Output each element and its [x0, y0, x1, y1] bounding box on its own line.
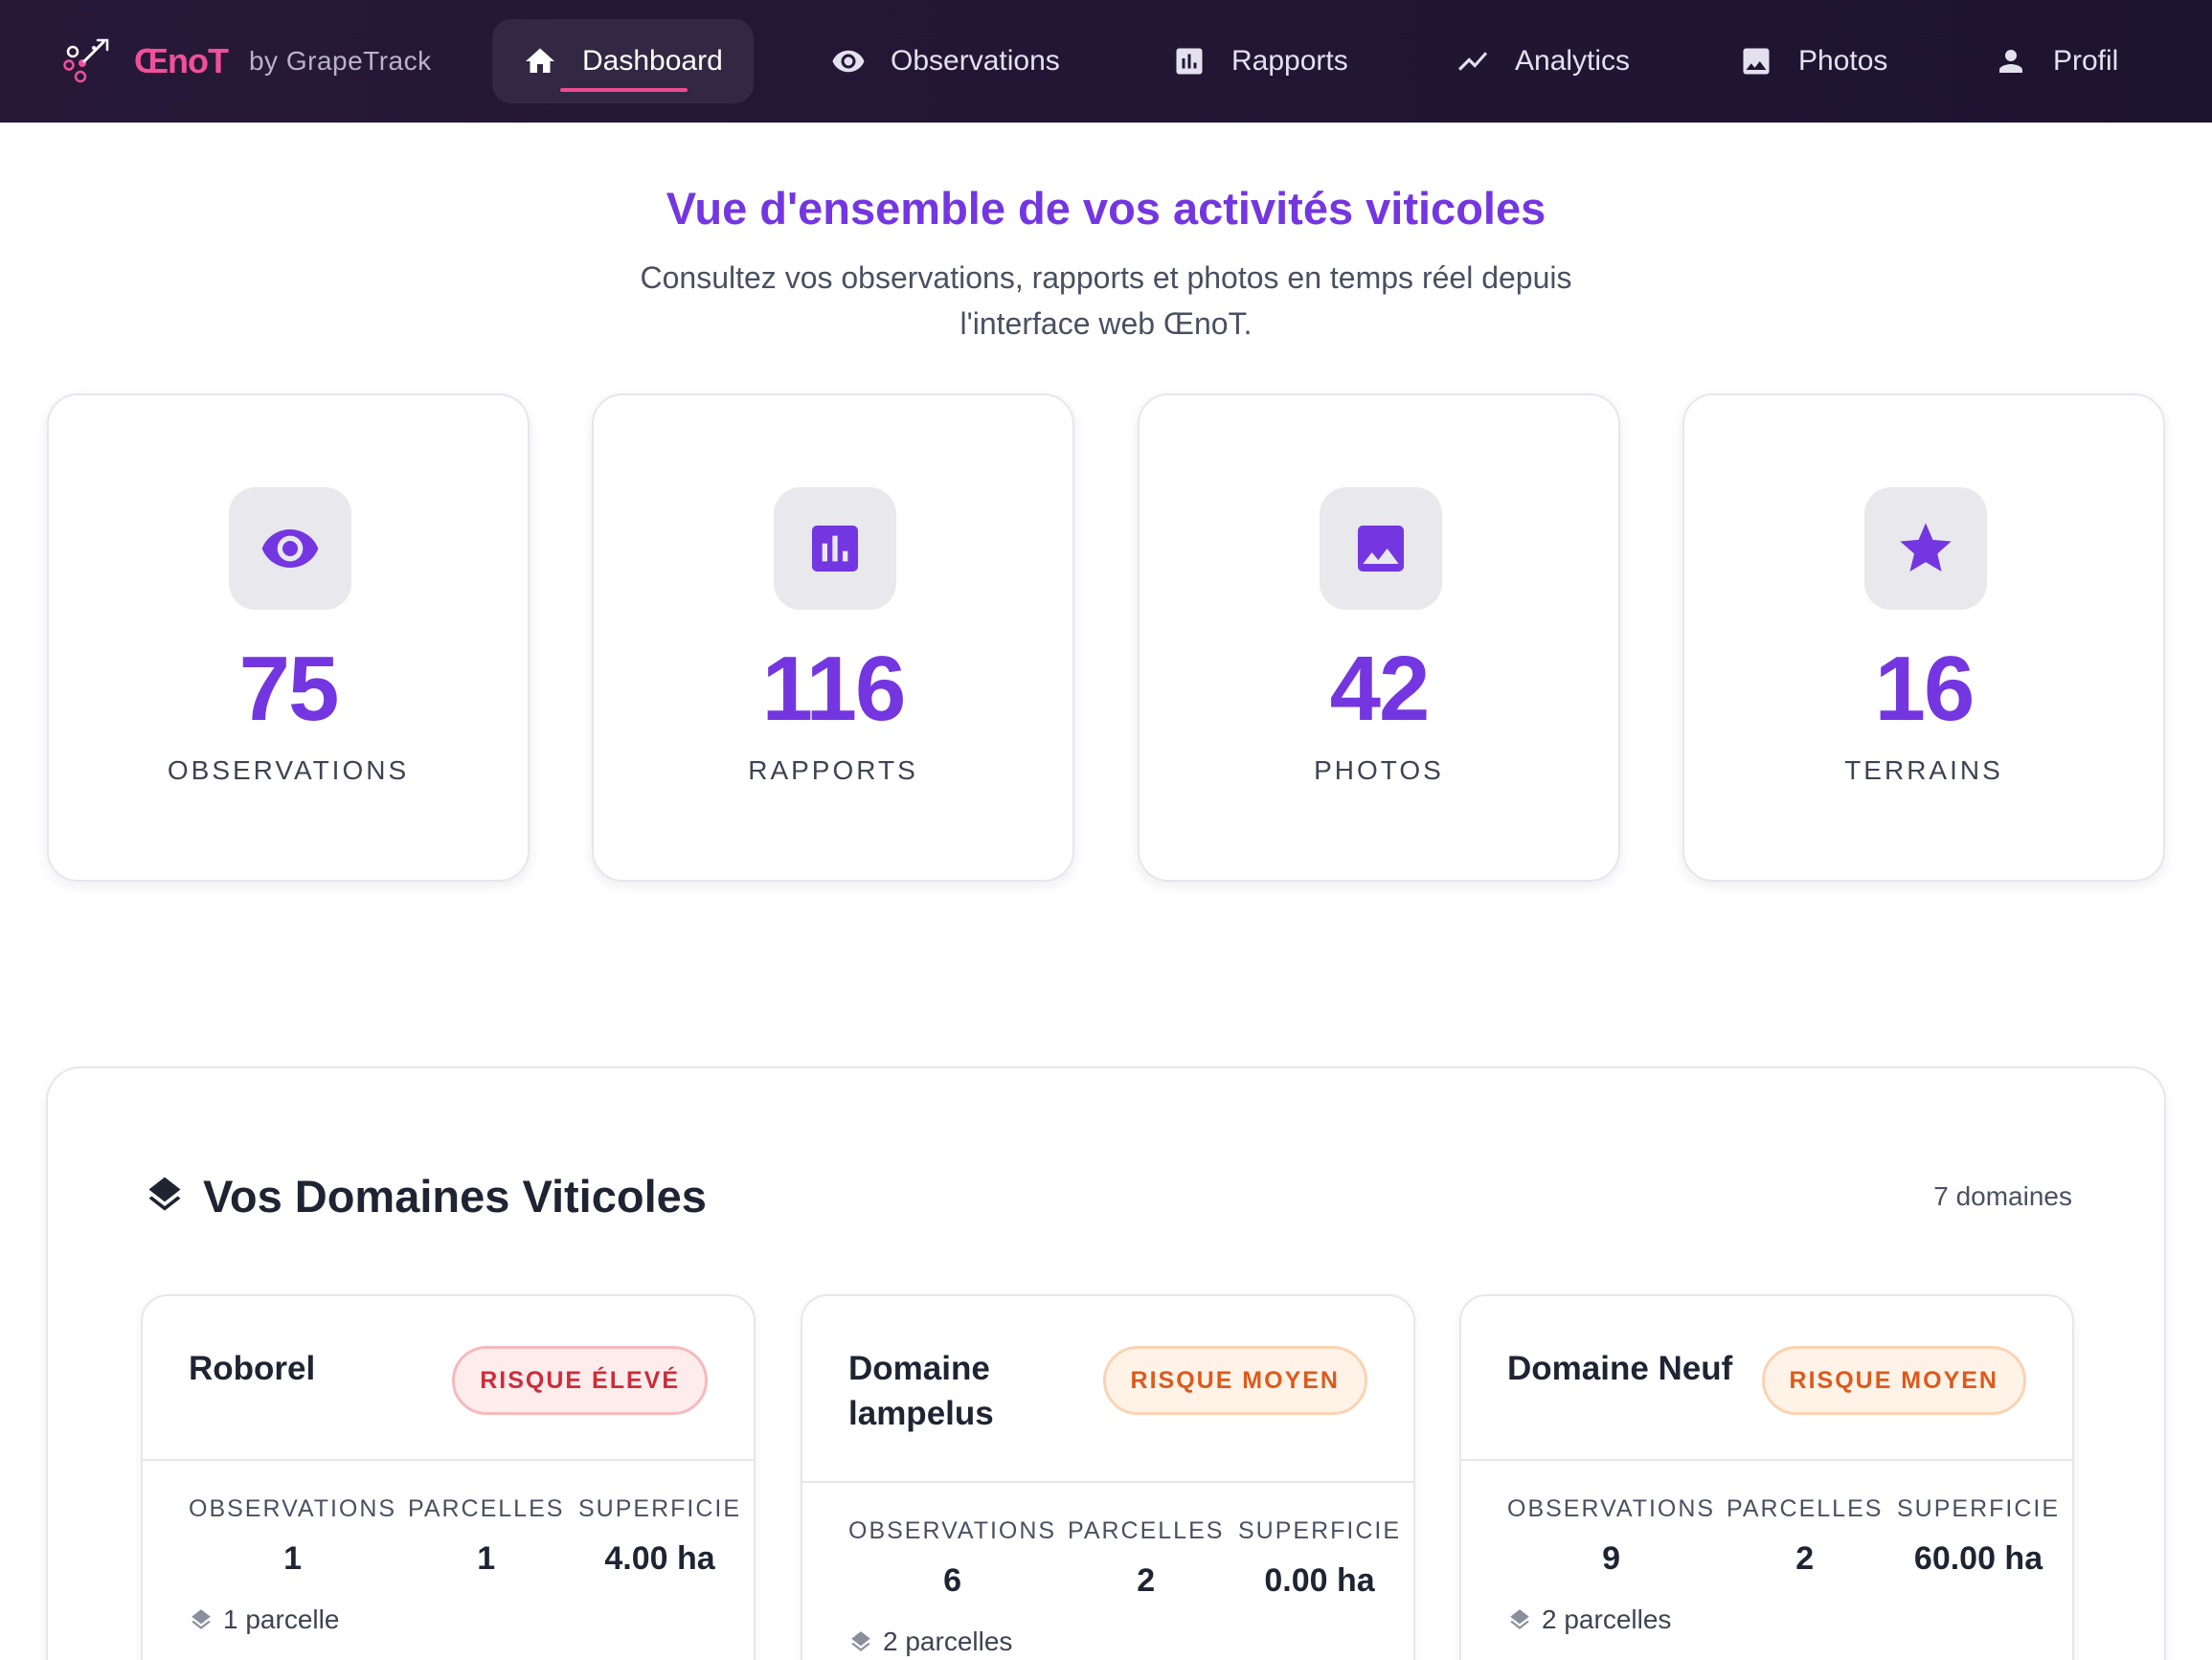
- nav-item-label: Observations: [891, 45, 1060, 77]
- domain-count: 7 domaines: [1933, 1181, 2072, 1211]
- metric-label: SUPERFICIE: [578, 1495, 742, 1522]
- stat-label: RAPPORTS: [748, 755, 918, 785]
- risk-badge: RISQUE MOYEN: [1761, 1346, 2026, 1415]
- bar-chart-icon: [1176, 48, 1203, 75]
- brand-byline: by GrapeTrack: [248, 46, 432, 76]
- parcel-count-text: 1 parcelle: [223, 1604, 340, 1634]
- layers-icon: [1510, 1609, 1529, 1629]
- stat-value: 16: [1874, 638, 1975, 740]
- stat-card-photos[interactable]: 42 PHOTOS: [1138, 393, 1620, 882]
- brand[interactable]: ŒnoT by GrapeTrack: [59, 34, 432, 88]
- stat-icon-tile: [774, 487, 896, 610]
- metric-label: OBSERVATIONS: [1507, 1495, 1716, 1522]
- grape-logo-icon: [63, 38, 109, 83]
- metric-label: PARCELLES: [408, 1495, 565, 1522]
- card-divider: [802, 1481, 1413, 1483]
- metric-observations: OBSERVATIONS 1: [189, 1495, 396, 1578]
- metric-value: 60.00 ha: [1913, 1540, 2043, 1577]
- stat-card-terrains[interactable]: 16 TERRAINS: [1682, 393, 2165, 882]
- domain-name: Domaine lampelus: [848, 1350, 994, 1432]
- stat-value: 42: [1329, 638, 1431, 740]
- stat-card-rapports[interactable]: 116 RAPPORTS: [592, 393, 1074, 882]
- nav-item-label: Photos: [1798, 45, 1888, 77]
- page-subtitle-line: l'interface web ŒnoT.: [959, 306, 1253, 341]
- layers-icon: [851, 1631, 870, 1651]
- domain-name: Roborel: [189, 1350, 316, 1387]
- metric-value: 6: [943, 1562, 962, 1599]
- metric-label: OBSERVATIONS: [848, 1517, 1057, 1544]
- metric-label: PARCELLES: [1727, 1495, 1884, 1522]
- layers-icon: [148, 1177, 181, 1211]
- card-divider: [1461, 1459, 2072, 1461]
- section-title: Vos Domaines Viticoles: [203, 1171, 707, 1222]
- risk-badge: RISQUE MOYEN: [1102, 1346, 1367, 1415]
- stat-label: PHOTOS: [1314, 755, 1444, 785]
- eye-icon: [832, 50, 865, 73]
- trend-line-icon: [1458, 52, 1487, 71]
- parcel-count: 2 parcelles: [1507, 1604, 1671, 1635]
- star-icon: [1900, 523, 1952, 572]
- nav-item-label: Rapports: [1231, 45, 1348, 77]
- metric-parcelles: PARCELLES 1: [408, 1495, 564, 1578]
- metric-parcelles: PARCELLES 2: [1068, 1517, 1224, 1600]
- nav-item-photos[interactable]: Photos: [1739, 19, 1887, 103]
- top-navbar: ŒnoT by GrapeTrack Dashboard Observation…: [0, 0, 2212, 123]
- metric-value: 2: [1795, 1540, 1815, 1577]
- stat-value: 116: [761, 638, 907, 740]
- parcel-count-text: 2 parcelles: [883, 1626, 1013, 1656]
- nav-item-observations[interactable]: Observations: [831, 19, 1060, 103]
- active-tab-indicator: [560, 88, 688, 92]
- parcel-count-text: 2 parcelles: [1542, 1604, 1672, 1634]
- nav-item-dashboard[interactable]: Dashboard: [492, 19, 754, 103]
- domain-card-roborel[interactable]: Roborel RISQUE ÉLEVÉ OBSERVATIONS 1 PARC…: [141, 1294, 756, 1660]
- metric-observations: OBSERVATIONS 9: [1507, 1495, 1715, 1578]
- stat-value: 75: [238, 638, 340, 740]
- metric-label: PARCELLES: [1068, 1517, 1225, 1544]
- metric-value: 1: [477, 1540, 496, 1577]
- bar-chart-icon: [812, 526, 858, 572]
- metric-label: SUPERFICIE: [1897, 1495, 2061, 1522]
- home-icon: [526, 48, 554, 73]
- brand-name: ŒnoT: [134, 41, 229, 80]
- page-title: Vue d'ensemble de vos activités viticole…: [666, 183, 1546, 234]
- stat-label: OBSERVATIONS: [167, 755, 410, 785]
- nav-item-label: Dashboard: [582, 45, 723, 77]
- metric-value: 4.00 ha: [604, 1540, 715, 1577]
- layers-icon: [192, 1609, 211, 1629]
- metric-superficie: SUPERFICIE 0.00 ha: [1238, 1517, 1401, 1600]
- domain-name: Domaine Neuf: [1507, 1350, 1733, 1387]
- image-icon: [1358, 526, 1404, 572]
- page-subtitle: Consultez vos observations, rapports et …: [579, 255, 1633, 347]
- parcel-count: 1 parcelle: [189, 1604, 339, 1635]
- metric-value: 2: [1137, 1562, 1156, 1599]
- stat-icon-tile: [1864, 487, 1987, 610]
- metric-value: 9: [1602, 1540, 1621, 1577]
- nav-item-profil[interactable]: Profil: [1994, 19, 2118, 103]
- user-icon: [1999, 50, 2022, 73]
- image-icon: [1743, 48, 1770, 75]
- stat-label: TERRAINS: [1844, 755, 2003, 785]
- domain-card-neuf[interactable]: Domaine Neuf RISQUE MOYEN OBSERVATIONS 9…: [1459, 1294, 2074, 1660]
- parcel-count: 2 parcelles: [848, 1626, 1012, 1657]
- metric-label: SUPERFICIE: [1238, 1517, 1402, 1544]
- metric-label: OBSERVATIONS: [189, 1495, 397, 1522]
- metric-parcelles: PARCELLES 2: [1727, 1495, 1883, 1578]
- metric-value: 0.00 ha: [1264, 1562, 1375, 1599]
- card-divider: [143, 1459, 754, 1461]
- domain-card-lampelus[interactable]: Domaine lampelus RISQUE MOYEN OBSERVATIO…: [801, 1294, 1415, 1660]
- stat-icon-tile: [229, 487, 351, 610]
- nav-item-rapports[interactable]: Rapports: [1172, 19, 1348, 103]
- stat-icon-tile: [1320, 487, 1442, 610]
- nav-item-label: Analytics: [1515, 45, 1631, 77]
- page-subtitle-line: Consultez vos observations, rapports et …: [640, 260, 1572, 295]
- stat-card-observations[interactable]: 75 OBSERVATIONS: [47, 393, 530, 882]
- nav-item-label: Profil: [2053, 45, 2119, 77]
- nav-item-analytics[interactable]: Analytics: [1456, 19, 1630, 103]
- eye-icon: [261, 529, 319, 568]
- metric-superficie: SUPERFICIE 4.00 ha: [578, 1495, 741, 1578]
- risk-badge: RISQUE ÉLEVÉ: [452, 1346, 708, 1415]
- metric-observations: OBSERVATIONS 6: [848, 1517, 1056, 1600]
- metric-superficie: SUPERFICIE 60.00 ha: [1897, 1495, 2060, 1578]
- metric-value: 1: [283, 1540, 303, 1577]
